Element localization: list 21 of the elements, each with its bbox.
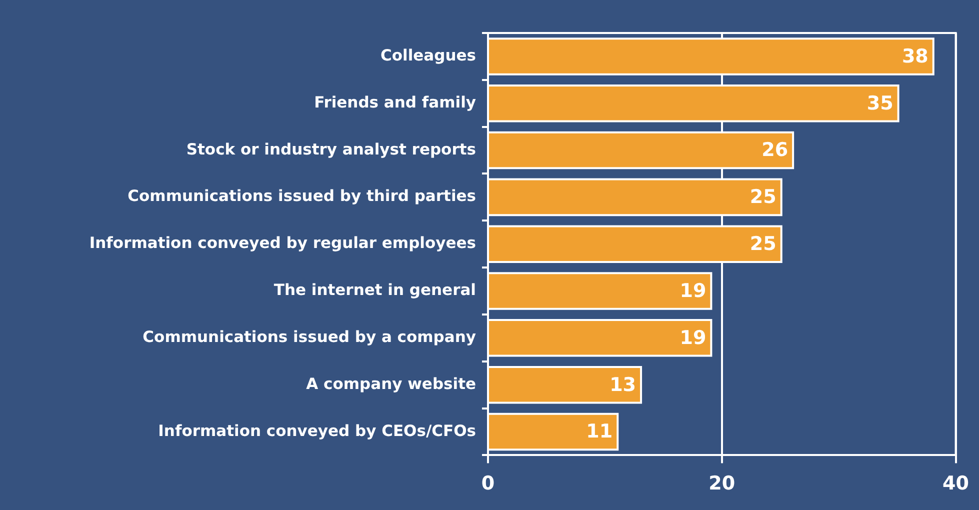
x-tick-label: 0 [481, 472, 495, 495]
data-label: 35 [866, 92, 894, 114]
y-tick-label: A company website [306, 374, 476, 393]
y-tick-label: Friends and family [314, 93, 476, 112]
data-label: 25 [750, 186, 776, 208]
y-tick-label: Information conveyed by CEOs/CFOs [158, 422, 476, 440]
y-tick-label: Information conveyed by regular employees [89, 234, 476, 252]
data-label: 11 [586, 420, 613, 443]
y-tick-label: Communications issued by a company [142, 328, 476, 346]
y-tick-label: Communications issued by third parties [128, 187, 476, 206]
y-tick-label: The internet in general [274, 281, 476, 300]
data-label: 25 [750, 233, 776, 256]
y-tick-label: Colleagues [380, 46, 476, 64]
data-label: 19 [680, 280, 706, 302]
y-tick-label: Stock or industry analyst reports [186, 140, 476, 158]
data-label: 38 [902, 45, 928, 68]
data-label: 26 [762, 139, 788, 162]
x-tick-label: 20 [708, 472, 736, 495]
data-label: 19 [680, 326, 706, 349]
data-label: 13 [610, 374, 636, 396]
x-tick-label: 40 [942, 472, 970, 495]
